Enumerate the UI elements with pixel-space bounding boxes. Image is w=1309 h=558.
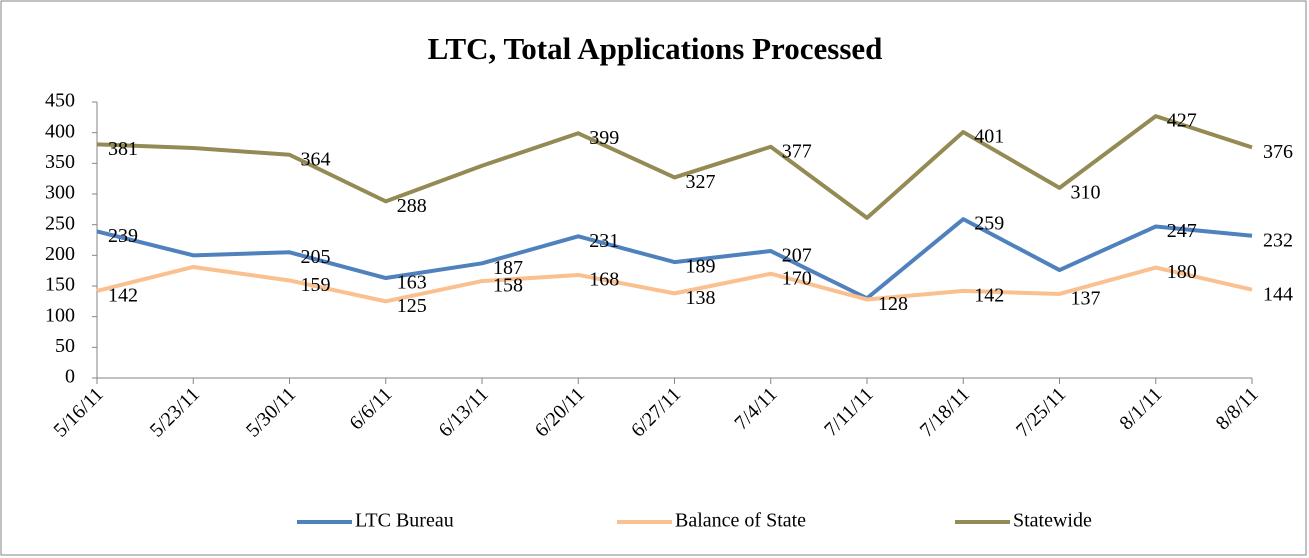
y-tick-label: 350 xyxy=(45,151,75,173)
data-label: 163 xyxy=(397,272,427,294)
y-tick-label: 150 xyxy=(45,274,75,296)
legend-label: Statewide xyxy=(1013,510,1092,532)
data-label: 189 xyxy=(686,256,716,278)
series-line xyxy=(96,114,1253,220)
data-label: 401 xyxy=(974,126,1004,148)
data-label: 180 xyxy=(1167,261,1197,283)
data-label: 327 xyxy=(686,171,716,193)
y-tick-label: 250 xyxy=(45,212,75,234)
data-label: 125 xyxy=(397,295,427,317)
data-label: 187 xyxy=(493,257,523,279)
data-label: 128 xyxy=(878,293,908,315)
y-tick-label: 450 xyxy=(45,90,75,112)
chart-title: LTC, Total Applications Processed xyxy=(428,31,883,66)
data-label: 247 xyxy=(1167,220,1197,242)
y-tick-label: 200 xyxy=(45,243,75,265)
y-tick-label: 400 xyxy=(45,120,75,142)
data-label: 399 xyxy=(589,127,619,149)
data-label: 364 xyxy=(301,148,331,170)
data-label: 207 xyxy=(782,245,812,267)
data-label: 288 xyxy=(397,195,427,217)
data-label: 144 xyxy=(1263,283,1293,305)
data-label: 310 xyxy=(1071,181,1101,203)
legend-label: LTC Bureau xyxy=(355,510,454,532)
data-label: 377 xyxy=(782,140,812,162)
y-tick-label: 100 xyxy=(45,304,75,326)
data-label: 137 xyxy=(1071,288,1101,310)
data-label: 239 xyxy=(108,225,138,247)
data-label: 427 xyxy=(1167,110,1197,132)
data-label: 168 xyxy=(589,269,619,291)
data-label: 170 xyxy=(782,267,812,289)
y-tick-label: 300 xyxy=(45,182,75,204)
data-label: 142 xyxy=(108,285,138,307)
data-label: 231 xyxy=(589,230,619,252)
data-label: 232 xyxy=(1263,229,1293,251)
series-line xyxy=(96,264,1253,304)
data-label: 259 xyxy=(974,213,1004,235)
series-line xyxy=(96,217,1253,301)
data-label: 376 xyxy=(1263,141,1293,163)
data-label: 142 xyxy=(974,285,1004,307)
legend-label: Balance of State xyxy=(675,510,806,532)
y-tick-label: 50 xyxy=(55,335,75,357)
data-label: 381 xyxy=(108,138,138,160)
data-label: 138 xyxy=(686,287,716,309)
data-label: 205 xyxy=(301,246,331,268)
data-label: 158 xyxy=(493,275,523,297)
y-tick-label: 0 xyxy=(65,366,75,388)
data-label: 159 xyxy=(301,274,331,296)
